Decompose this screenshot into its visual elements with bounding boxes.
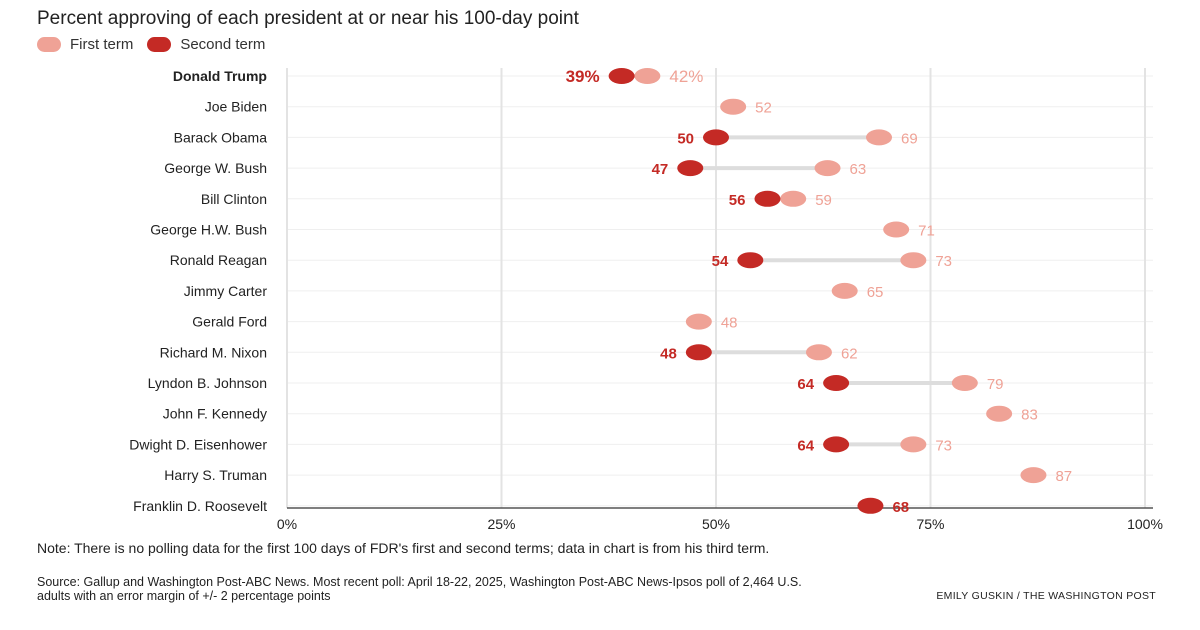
second-term-dot [685, 344, 712, 361]
second-term-dot [737, 252, 764, 269]
chart-legend: First term Second term [37, 36, 279, 53]
dot-plot: 0% 25% 50% 75% 100% Donald Trump 42% 39% Joe Bid… [129, 67, 1163, 532]
row-label: Richard M. Nixon [160, 344, 267, 360]
row-label: Franklin D. Roosevelt [133, 498, 267, 514]
row-label: John F. Kennedy [163, 406, 267, 422]
chart-note: Note: There is no polling data for the f… [37, 540, 770, 556]
second-term-value-label: 50 [677, 130, 694, 147]
first-term-dot [951, 375, 978, 391]
row-label: George W. Bush [164, 160, 267, 176]
x-tick-label: 25% [487, 516, 515, 532]
first-term-dot [986, 405, 1013, 422]
row-label: Dwight D. Eisenhower [129, 436, 267, 452]
first-term-value-label: 69 [901, 130, 918, 147]
first-term-dot [814, 160, 841, 177]
second-term-value-label: 64 [797, 437, 814, 454]
first-term-value-label: 79 [987, 376, 1004, 393]
first-term-dot [900, 252, 927, 269]
first-term-value-label: 62 [841, 345, 858, 362]
row-label: George H.W. Bush [150, 222, 267, 238]
row-label: Ronald Reagan [170, 252, 267, 268]
legend-label-second-term: Second term [180, 36, 266, 53]
legend-item-second-term: Second term [147, 36, 265, 53]
row-label: Jimmy Carter [184, 283, 268, 299]
legend-item-first-term: First term [37, 36, 133, 53]
first-term-value-label: 73 [935, 437, 952, 454]
x-tick-label: 75% [916, 516, 944, 532]
row-label: Joe Biden [205, 99, 267, 115]
second-term-value-label: 54 [712, 253, 729, 270]
legend-swatch-second-term [147, 37, 172, 52]
first-term-dot [780, 190, 807, 207]
chart-source: Source: Gallup and Washington Post-ABC N… [37, 575, 802, 603]
second-term-value-label: 68 [892, 499, 909, 516]
first-term-value-label: 73 [935, 253, 952, 270]
row-label: Donald Trump [173, 68, 267, 84]
second-term-dot [754, 190, 781, 207]
chart-credit: EMILY GUSKIN / THE WASHINGTON POST [936, 590, 1156, 602]
first-term-value-label: 65 [867, 284, 884, 301]
row-label: Gerald Ford [192, 314, 267, 330]
first-term-value-label: 63 [850, 161, 867, 178]
second-term-value-label: 39% [566, 67, 600, 86]
first-term-dot [866, 129, 893, 146]
first-term-value-label: 59 [815, 192, 832, 209]
first-term-dot [805, 344, 832, 361]
first-term-value-label: 48 [721, 315, 738, 332]
first-term-value-label: 71 [918, 223, 935, 240]
legend-label-first-term: First term [70, 36, 134, 53]
first-term-dot [720, 98, 747, 115]
first-term-dot [634, 68, 661, 84]
x-tick-label: 100% [1127, 516, 1163, 532]
chart-title: Percent approving of each president at o… [37, 8, 579, 29]
first-term-dot [900, 436, 927, 453]
second-term-value-label: 47 [652, 161, 669, 178]
first-term-dot [685, 313, 712, 330]
row-label: Barack Obama [174, 129, 268, 145]
second-term-dot [703, 129, 729, 146]
first-term-dot [883, 221, 910, 238]
x-tick-label: 50% [702, 516, 730, 532]
second-term-dot [677, 160, 704, 177]
legend-swatch-first-term [37, 37, 61, 52]
second-term-value-label: 56 [729, 192, 746, 209]
row-label: Harry S. Truman [164, 467, 267, 483]
first-term-value-label: 42% [669, 67, 703, 86]
first-term-dot [1020, 467, 1047, 484]
first-term-dot [831, 282, 858, 299]
first-term-value-label: 52 [755, 100, 772, 117]
second-term-dot [823, 436, 850, 453]
second-term-dot [857, 497, 884, 514]
row-label: Bill Clinton [201, 191, 267, 207]
row-label: Lyndon B. Johnson [148, 375, 267, 391]
second-term-dot [608, 68, 635, 84]
first-term-value-label: 87 [1055, 468, 1072, 485]
second-term-value-label: 64 [797, 376, 814, 393]
x-tick-label: 0% [277, 516, 297, 532]
second-term-dot [823, 375, 850, 391]
first-term-value-label: 83 [1021, 407, 1038, 424]
second-term-value-label: 48 [660, 345, 677, 362]
